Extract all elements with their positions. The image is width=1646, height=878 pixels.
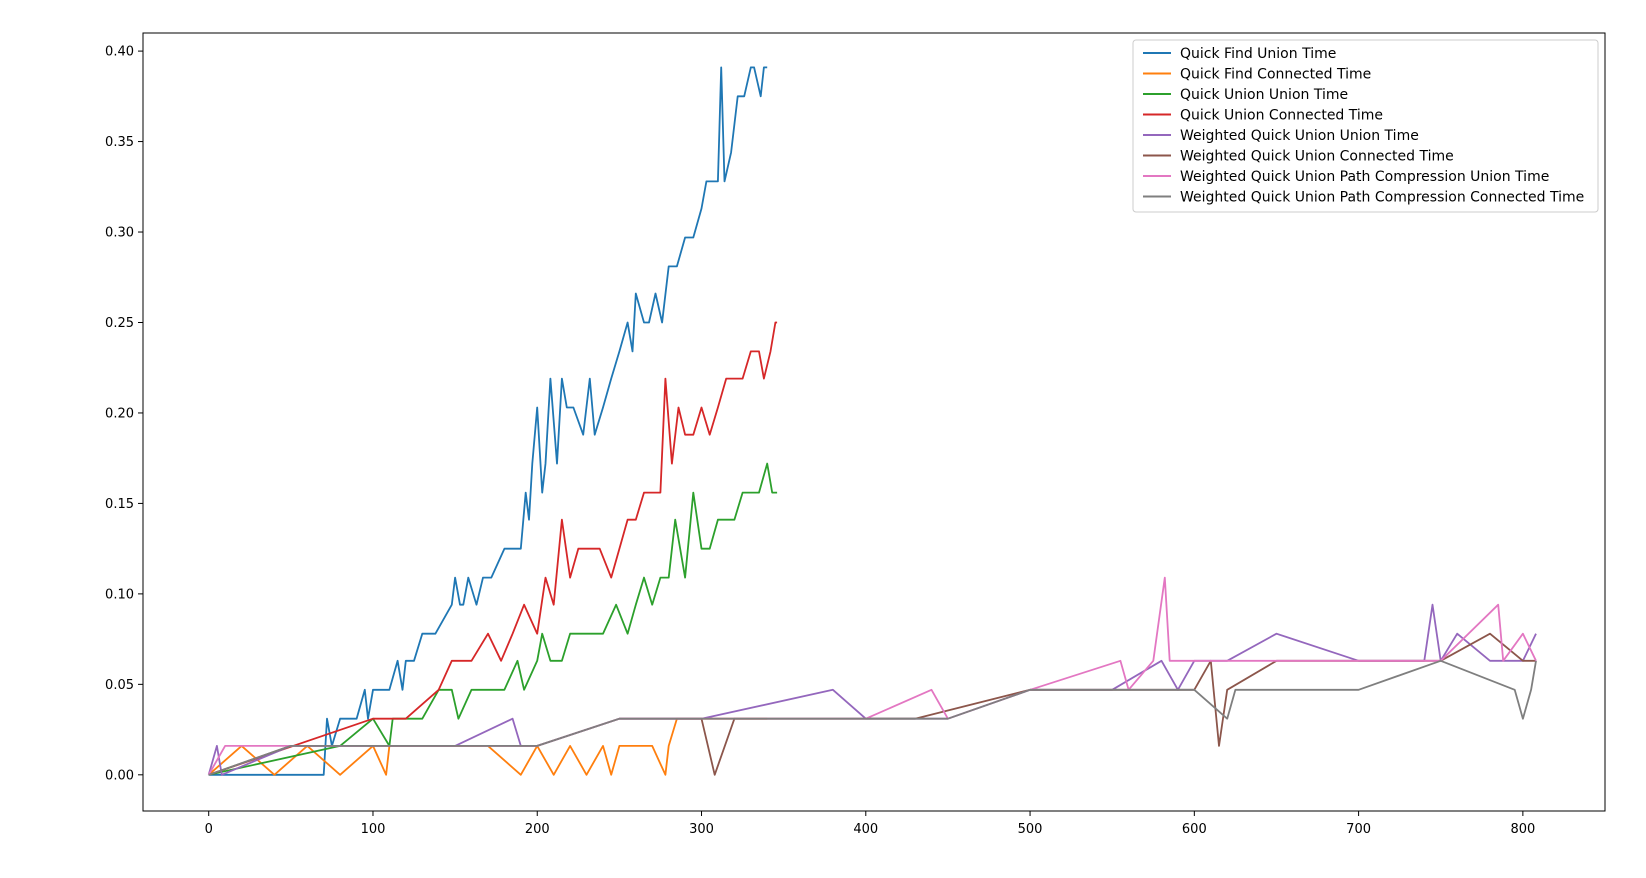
x-tick-label: 400 (853, 822, 878, 837)
series-line-2 (208, 717, 768, 776)
x-tick-label: 0 (205, 822, 213, 837)
x-tick-label: 200 (525, 822, 550, 837)
y-tick-label: 0.25 (105, 316, 134, 331)
x-tick-label: 800 (1510, 822, 1535, 837)
y-tick-label: 0.05 (105, 678, 134, 693)
series-layer (207, 66, 1537, 776)
series-line-4 (208, 321, 778, 776)
x-axis: 0 100 200 300 400 500 600 700 800 (205, 811, 1535, 837)
y-tick-label: 0.30 (105, 226, 134, 241)
series-line-3 (208, 462, 778, 776)
legend-box (1132, 39, 1599, 213)
y-axis: 0.00 0.05 0.10 0.15 0.20 0.25 0.30 0.35 0.40 (105, 45, 143, 783)
legend-label: Weighted Quick Union Union Time (1180, 128, 1419, 144)
x-tick-label: 600 (1182, 822, 1207, 837)
y-tick-label: 0.20 (105, 406, 134, 421)
x-tick-label: 700 (1346, 822, 1371, 837)
x-tick-label: 300 (689, 822, 714, 837)
legend-label: Quick Find Union Time (1180, 46, 1336, 62)
y-tick-label: 0.40 (105, 45, 134, 60)
y-tick-label: 0.00 (105, 768, 134, 783)
series-line-8 (208, 659, 1537, 776)
legend-label: Weighted Quick Union Path Compression Co… (1180, 190, 1584, 206)
series-line-1 (208, 66, 768, 776)
legend-label: Weighted Quick Union Path Compression Un… (1180, 169, 1549, 185)
x-tick-label: 500 (1018, 822, 1043, 837)
legend-label: Quick Union Union Time (1180, 87, 1348, 103)
legend-label: Quick Find Connected Time (1180, 67, 1371, 83)
legend-label: Quick Union Connected Time (1180, 108, 1383, 124)
plot-frame (142, 32, 1606, 812)
x-tick-label: 100 (361, 822, 386, 837)
y-tick-label: 0.35 (105, 135, 134, 150)
y-tick-label: 0.15 (105, 497, 134, 512)
legend: Quick Find Union Time Quick Find Connecte… (1132, 39, 1599, 213)
y-tick-label: 0.10 (105, 587, 134, 602)
legend-label: Weighted Quick Union Connected Time (1180, 149, 1454, 165)
